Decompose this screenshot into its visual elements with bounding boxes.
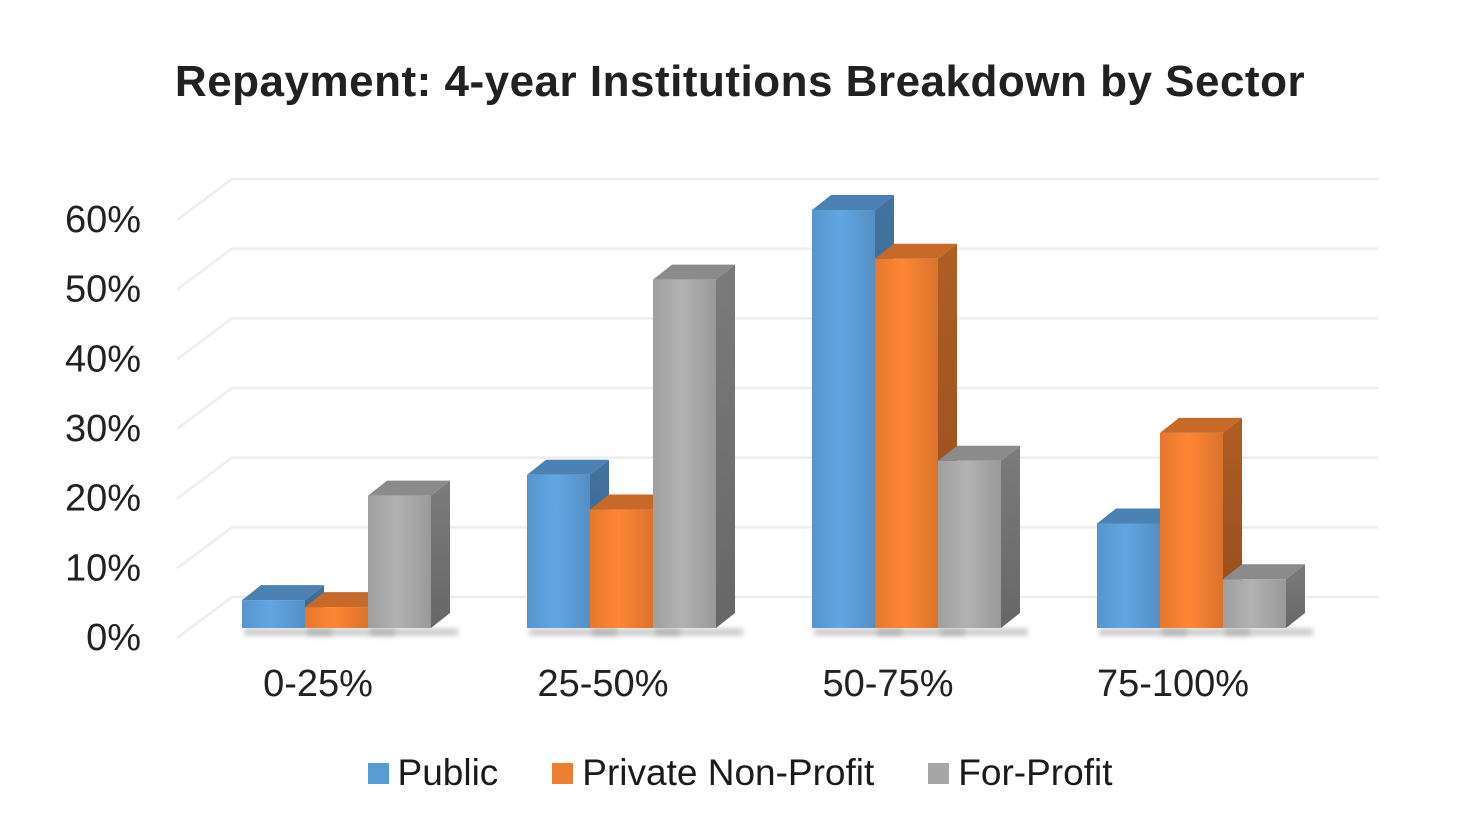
x-axis-category-label: 25-50% (538, 663, 669, 705)
bar-top-face (590, 494, 672, 510)
bar-front-face (527, 474, 590, 628)
bar-front-face (1160, 432, 1223, 628)
legend-label: Private Non-Profit (582, 752, 875, 793)
bar-top-face (812, 194, 894, 210)
bar-side-face (716, 264, 735, 628)
bar-top-face (1160, 417, 1242, 433)
bar-for-profit-25-50 (653, 264, 735, 628)
bar-shadow (1225, 628, 1313, 636)
bar-top-face (368, 480, 450, 496)
y-axis-tick-label: 30% (65, 408, 141, 450)
bar-top-face (242, 585, 324, 601)
bar-side-face (1001, 445, 1020, 628)
bar-shadow (1099, 628, 1187, 636)
bar-for-profit-50-75 (938, 445, 1020, 628)
bar-for-profit-0-25 (368, 480, 450, 628)
bar-front-face (305, 607, 368, 628)
bar-shadow (940, 628, 1028, 636)
legend-item-public: Public (367, 752, 499, 794)
chart-title: Repayment: 4-year Institutions Breakdown… (174, 57, 1306, 106)
y-axis-tick-label: 20% (65, 478, 141, 520)
legend-item-private-non-profit: Private Non-Profit (552, 752, 874, 794)
bar-shadow (307, 628, 395, 636)
bar-shadow (1162, 628, 1250, 636)
bar-shadow (529, 628, 617, 636)
legend-label: For-Profit (958, 752, 1113, 793)
bar-front-face (242, 600, 305, 628)
bar-shadow (592, 628, 680, 636)
chart-legend: Public Private Non-Profit For-Profit (0, 752, 1480, 794)
gridline-50 (176, 247, 1378, 291)
bar-front-face (875, 258, 938, 628)
x-axis-category-label: 50-75% (823, 663, 954, 705)
legend-label: Public (397, 752, 499, 793)
y-axis-tick-label: 40% (65, 338, 141, 380)
legend-swatch-for-profit (928, 762, 950, 784)
bar-front-face (368, 495, 431, 628)
bar-front-face (938, 460, 1001, 628)
bar-shadow (244, 628, 332, 636)
gridline-30 (176, 386, 1378, 430)
bar-top-face (938, 445, 1020, 461)
legend-item-for-profit: For-Profit (928, 752, 1112, 794)
y-axis-tick-label: 10% (65, 547, 141, 589)
bar-top-face (1097, 508, 1179, 524)
bar-for-profit-75-100 (1223, 564, 1305, 628)
bar-top-face (875, 243, 957, 259)
bar-top-face (653, 264, 735, 280)
bar-front-face (1097, 523, 1160, 628)
bar-shadow (877, 628, 965, 636)
bar-shadow (814, 628, 902, 636)
x-axis-category-label: 0-25% (263, 663, 373, 705)
bar-top-face (527, 459, 609, 475)
bar-front-face (590, 509, 653, 628)
legend-swatch-private-non-profit (552, 762, 574, 784)
bar-top-face (305, 592, 387, 608)
y-axis-tick-label: 60% (65, 199, 141, 241)
bar-top-face (1223, 564, 1305, 580)
bar-private-non-profit-75-100 (1160, 417, 1242, 628)
x-axis-category-label: 75-100% (1097, 663, 1249, 705)
bar-front-face (1223, 579, 1286, 628)
gridline-60 (176, 177, 1378, 221)
gridline-40 (176, 317, 1378, 361)
y-axis-tick-label: 0% (86, 617, 141, 659)
bar-side-face (1286, 564, 1305, 628)
bar-shadow (370, 628, 458, 636)
bar-side-face (431, 480, 450, 628)
bar-front-face (812, 209, 875, 629)
legend-swatch-public (367, 762, 389, 784)
bar-shadow (655, 628, 743, 636)
y-axis-tick-label: 50% (65, 269, 141, 311)
bar-front-face (653, 279, 716, 628)
